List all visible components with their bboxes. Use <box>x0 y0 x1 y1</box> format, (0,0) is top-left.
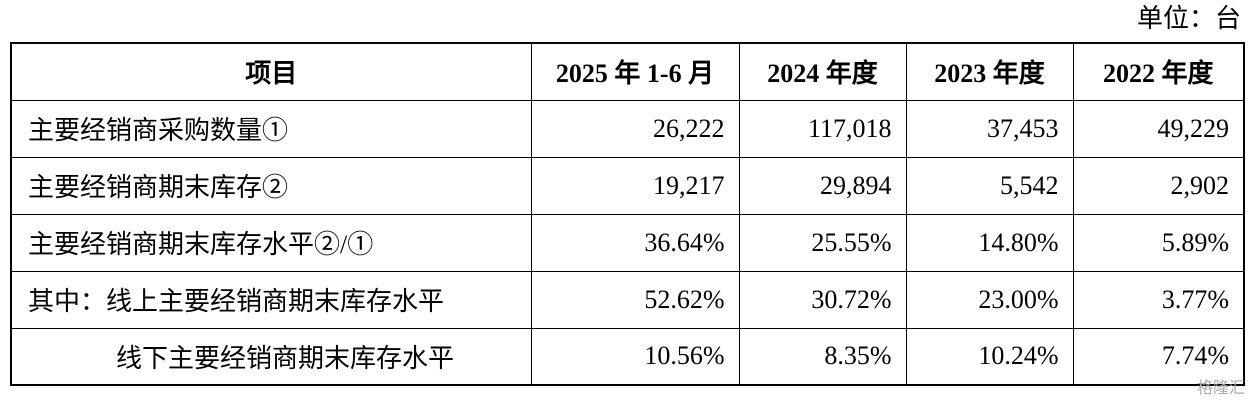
value-cell: 52.62% <box>530 270 740 329</box>
value-cell: 7.74% <box>1072 327 1245 386</box>
value-cell: 37,453 <box>905 99 1074 158</box>
value-cell: 49,229 <box>1072 99 1245 158</box>
value-cell: 10.24% <box>905 327 1074 386</box>
value-cell: 14.80% <box>905 213 1074 272</box>
table-row: 主要经销商期末库存② 19,217 29,894 5,542 2,902 <box>10 156 1245 215</box>
value-cell: 10.56% <box>530 327 740 386</box>
row-label: 主要经销商采购数量① <box>10 99 532 158</box>
header-cell: 2025 年 1-6 月 <box>530 42 740 101</box>
value-cell: 8.35% <box>738 327 907 386</box>
row-label: 其中：线上主要经销商期末库存水平 <box>10 270 532 329</box>
row-label: 主要经销商期末库存水平②/① <box>10 213 532 272</box>
header-cell: 2022 年度 <box>1072 42 1245 101</box>
watermark: 格隆汇 <box>1196 378 1245 397</box>
table-row: 线下主要经销商期末库存水平 10.56% 8.35% 10.24% 7.74% <box>10 327 1245 386</box>
value-cell: 117,018 <box>738 99 907 158</box>
value-cell: 29,894 <box>738 156 907 215</box>
table-body: 主要经销商采购数量① 26,222 117,018 37,453 49,229 主要经销商… <box>10 99 1245 386</box>
value-cell: 3.77% <box>1072 270 1245 329</box>
value-cell: 5.89% <box>1072 213 1245 272</box>
value-cell: 30.72% <box>738 270 907 329</box>
unit-label: 单位：台 <box>1136 4 1241 33</box>
row-label: 主要经销商期末库存② <box>10 156 532 215</box>
row-label: 线下主要经销商期末库存水平 <box>10 327 532 386</box>
data-table: 项目 2025 年 1-6 月 2024 年度 2023 年度 2022 年度 主要经销… <box>10 42 1245 386</box>
table-row: 主要经销商采购数量① 26,222 117,018 37,453 49,229 <box>10 99 1245 158</box>
header-cell: 2024 年度 <box>738 42 907 101</box>
value-cell: 5,542 <box>905 156 1074 215</box>
value-cell: 25.55% <box>738 213 907 272</box>
header-cell: 2023 年度 <box>905 42 1074 101</box>
value-cell: 19,217 <box>530 156 740 215</box>
value-cell: 36.64% <box>530 213 740 272</box>
header-cell: 项目 <box>10 42 532 101</box>
table-row: 主要经销商期末库存水平②/① 36.64% 25.55% 14.80% 5.89% <box>10 213 1245 272</box>
value-cell: 26,222 <box>530 99 740 158</box>
value-cell: 2,902 <box>1072 156 1245 215</box>
table-row: 其中：线上主要经销商期末库存水平 52.62% 30.72% 23.00% 3.77% <box>10 270 1245 329</box>
value-cell: 23.00% <box>905 270 1074 329</box>
header-row: 项目 2025 年 1-6 月 2024 年度 2023 年度 2022 年度 <box>10 42 1245 101</box>
